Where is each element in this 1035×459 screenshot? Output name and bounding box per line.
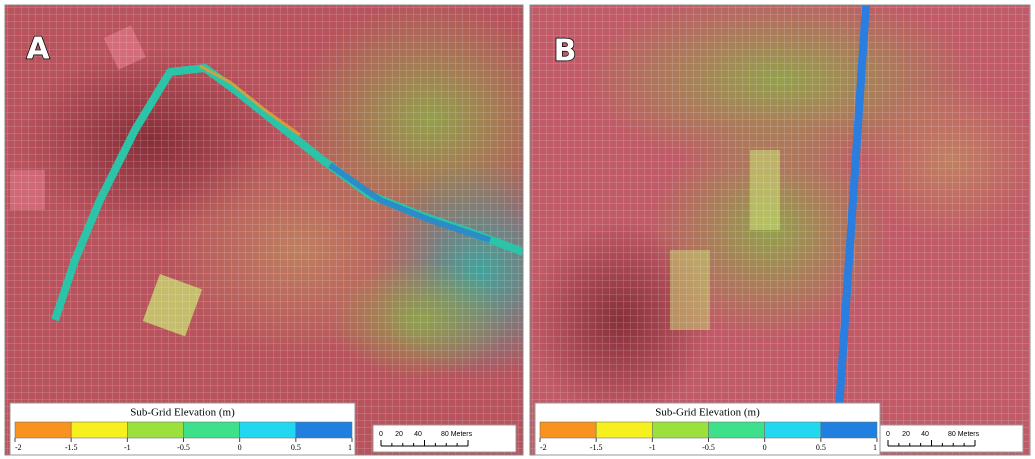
legend-tick-label: 0.5 [816, 443, 826, 452]
legend-tick-label: -0.5 [702, 443, 715, 452]
panel-a-map [5, 0, 590, 455]
legend-swatch [71, 422, 127, 438]
legend-swatch [15, 422, 71, 438]
legend-swatch [709, 422, 765, 438]
legend-tick-label: 1 [873, 443, 877, 452]
scale-box [880, 425, 1023, 452]
scale-box [373, 425, 516, 452]
legend-swatch [184, 422, 240, 438]
scale-label: 20 [902, 431, 910, 438]
legend-tick-label: -1 [649, 443, 656, 452]
scale-label: 0 [886, 431, 890, 438]
scale-label: 20 [395, 431, 403, 438]
legend-tick-label: -1 [124, 443, 131, 452]
legend-swatch [240, 422, 296, 438]
legend-swatch [821, 422, 877, 438]
legend-swatch [596, 422, 652, 438]
legend-swatch [296, 422, 352, 438]
scale-label: 40 [414, 431, 422, 438]
legend-swatch [765, 422, 821, 438]
legend-tick-label: 0 [763, 443, 767, 452]
panel-label: B [554, 34, 577, 69]
scale-label: 0 [379, 431, 383, 438]
legend-tick-label: -2 [540, 443, 547, 452]
legend-title: Sub-Grid Elevation (m) [130, 407, 235, 419]
legend-swatch [652, 422, 708, 438]
scale-label: 80 Meters [948, 431, 980, 438]
legend-swatch [127, 422, 183, 438]
legend-tick-label: -1.5 [590, 443, 603, 452]
scale-label: 40 [921, 431, 929, 438]
legend-tick-label: -1.5 [65, 443, 78, 452]
figure: A Sub-Grid Elevation (m) -2 -1.5 -1 -0.5 0 0.5 1… [0, 0, 1035, 459]
legend-tick-label: 1 [348, 443, 352, 452]
legend-swatch [540, 422, 596, 438]
legend-tick-label: 0.5 [291, 443, 301, 452]
legend-tick-label: -0.5 [177, 443, 190, 452]
scale-label: 80 Meters [441, 431, 473, 438]
legend-tick-label: -2 [15, 443, 22, 452]
panel-label: A [26, 32, 50, 67]
legend-tick-label: 0 [238, 443, 242, 452]
panel-b-map [530, 0, 1035, 455]
legend-title: Sub-Grid Elevation (m) [655, 407, 760, 419]
